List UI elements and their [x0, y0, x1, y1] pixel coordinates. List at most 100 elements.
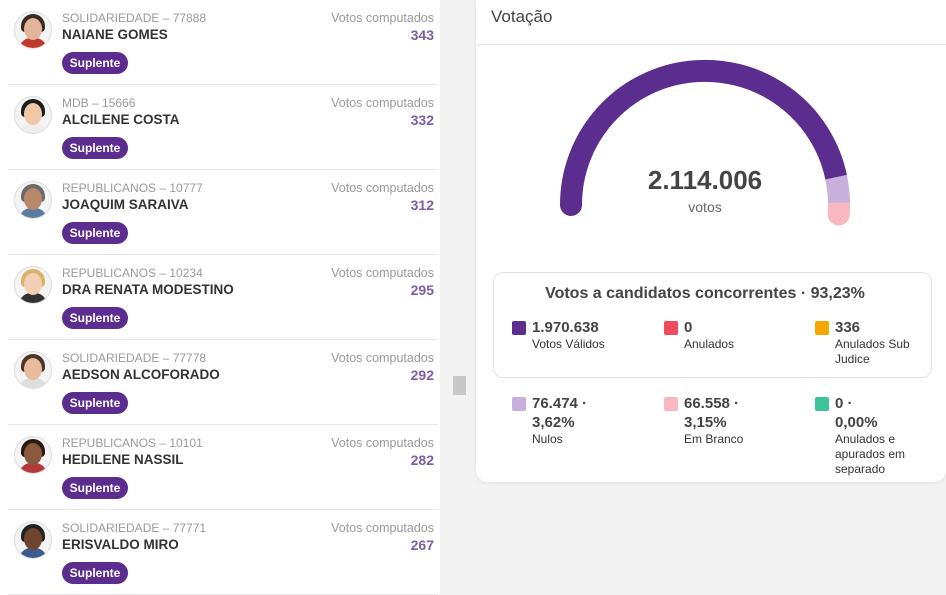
status-badge: Suplente [62, 307, 128, 329]
votes-count: 295 [410, 282, 434, 298]
status-badge: Suplente [62, 392, 128, 414]
avatar-face [24, 358, 42, 380]
card-title: Votação [491, 7, 553, 26]
avatar [14, 436, 52, 474]
scrollbar-thumb[interactable] [453, 376, 466, 395]
avatar [14, 181, 52, 219]
stat: 0 · 0,00% Anulados e apurados em separado [815, 394, 925, 476]
gauge-null [825, 174, 850, 204]
stat: 1.970.638 Votos Válidos [512, 318, 622, 388]
stat: 76.474 · 3,62% Nulos [512, 394, 622, 464]
candidate-name: AEDSON ALCOFORADO [62, 367, 220, 382]
party: REPUBLICANOS – 10777 [62, 181, 203, 195]
stat-label: Anulados [684, 337, 735, 351]
votes-label: Votos computados [331, 181, 434, 195]
separator [8, 254, 438, 255]
votes-label: Votos computados [331, 11, 434, 25]
avatar-face [24, 18, 42, 40]
avatar-body [19, 38, 47, 48]
avatar-body [19, 293, 47, 303]
party: MDB – 15666 [62, 96, 136, 110]
avatar-face [24, 188, 42, 210]
separator [8, 169, 438, 170]
avatar-body [19, 463, 47, 473]
votes-count: 312 [410, 197, 434, 213]
candidate-name: ERISVALDO MIRO [62, 537, 179, 552]
stat: 0 Anulados [664, 318, 774, 388]
votes-count: 332 [410, 112, 434, 128]
separator [8, 84, 438, 85]
candidate-row: REPUBLICANOS – 10234 DRA RENATA MODESTINO… [0, 255, 440, 340]
avatar-face [24, 103, 42, 125]
stat-swatch [512, 321, 526, 335]
avatar-body [19, 378, 47, 388]
votes-count: 267 [410, 537, 434, 553]
summary-title: Votos a candidatos concorrentes · 93,23% [545, 285, 865, 302]
status-badge: Suplente [62, 562, 128, 584]
status-badge: Suplente [62, 477, 128, 499]
party: SOLIDARIEDADE – 77771 [62, 521, 207, 535]
avatar-body [19, 548, 47, 558]
stat: 66.558 · 3,15% Em Branco [664, 394, 774, 464]
votes-label: Votos computados [331, 436, 434, 450]
avatar [14, 521, 52, 559]
candidate-row: REPUBLICANOS – 10777 JOAQUIM SARAIVA Suple… [0, 170, 440, 255]
candidate-row: REPUBLICANOS – 10101 HEDILENE NASSIL Suple… [0, 425, 440, 510]
status-badge: Suplente [62, 222, 128, 244]
candidate-row: SOLIDARIEDADE – 77778 AEDSON ALCOFORADO Su… [0, 340, 440, 425]
candidate-name: DRA RENATA MODESTINO [62, 282, 234, 297]
avatar-face [24, 528, 42, 550]
stat-swatch [815, 321, 829, 335]
separator [8, 509, 438, 510]
stat-label: Nulos [532, 432, 563, 446]
stat-value: 76.474 · 3,62% [532, 395, 588, 431]
stat-swatch [664, 321, 678, 335]
candidate-name: ALCILENE COSTA [62, 112, 180, 127]
stat-value: 0 [684, 319, 693, 336]
stat-label: Votos Válidos [532, 337, 605, 351]
status-badge: Suplente [62, 137, 128, 159]
party: REPUBLICANOS – 10101 [62, 436, 203, 450]
votes-label: Votos computados [331, 521, 434, 535]
separator [8, 339, 438, 340]
candidate-row: SOLIDARIEDADE – 77771 ERISVALDO MIRO Suple… [0, 510, 440, 595]
stat-value: 66.558 · 3,15% [684, 395, 740, 431]
avatar [14, 96, 52, 134]
candidate-name: JOAQUIM SARAIVA [62, 197, 189, 212]
candidate-row: MDB – 15666 ALCILENE COSTA Suplente Votos c… [0, 85, 440, 170]
party: REPUBLICANOS – 10234 [62, 266, 203, 280]
stat-value: 1.970.638 [532, 319, 599, 336]
separator [8, 424, 438, 425]
total-label: votos [688, 199, 722, 215]
votes-count: 343 [410, 27, 434, 43]
votes-count: 292 [410, 367, 434, 383]
votes-label: Votos computados [331, 351, 434, 365]
party: SOLIDARIEDADE – 77778 [62, 351, 207, 365]
gauge [560, 59, 851, 226]
stat: 336 Anulados Sub Judice [815, 318, 925, 388]
gauge-valid [560, 59, 848, 216]
votes-label: Votos computados [331, 96, 434, 110]
stat-label: Em Branco [684, 432, 744, 446]
candidate-row: SOLIDARIEDADE – 77888 NAIANE GOMES Suplent… [0, 0, 440, 85]
candidate-name: NAIANE GOMES [62, 27, 168, 42]
stat-value: 336 [835, 319, 861, 336]
stat-swatch [664, 397, 678, 411]
stat-swatch [815, 397, 829, 411]
avatar [14, 266, 52, 304]
status-badge: Suplente [62, 52, 128, 74]
candidate-name: HEDILENE NASSIL [62, 452, 184, 467]
candidate-list: SOLIDARIEDADE – 77888 NAIANE GOMES Suplent… [0, 0, 440, 595]
votes-count: 282 [410, 452, 434, 468]
avatar-body [19, 208, 47, 218]
avatar-face [24, 273, 42, 295]
party: SOLIDARIEDADE – 77888 [62, 11, 207, 25]
stat-label: Anulados Sub Judice [835, 337, 910, 366]
avatar [14, 351, 52, 389]
stat-value: 0 · 0,00% [835, 395, 878, 431]
stat-swatch [512, 397, 526, 411]
votes-label: Votos computados [331, 266, 434, 280]
avatar-face [24, 443, 42, 465]
total-votes: 2.114.006 [647, 165, 763, 195]
avatar-body [19, 123, 47, 133]
